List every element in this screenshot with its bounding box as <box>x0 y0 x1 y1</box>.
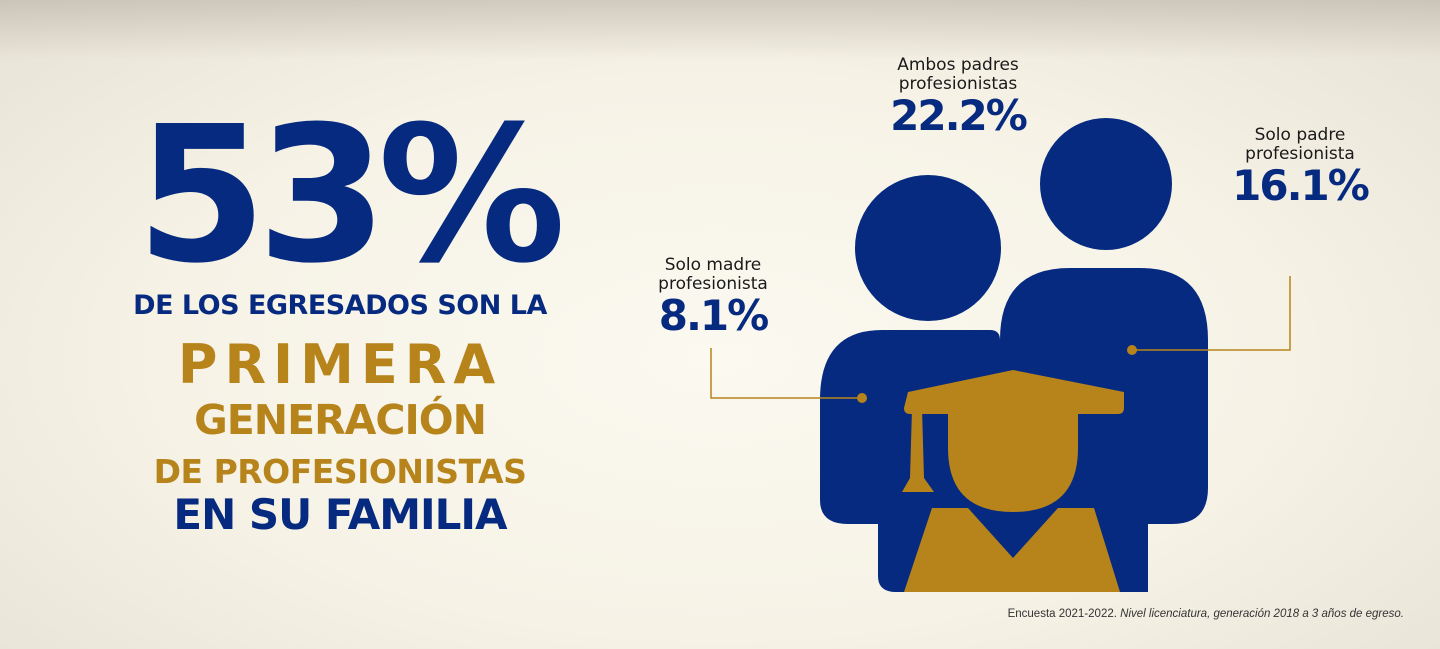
top-shade <box>0 0 1440 60</box>
headline-line-5: EN SU FAMILIA <box>173 490 507 539</box>
footnote-italic: Nivel licenciatura, generación 2018 a 3 … <box>1120 608 1404 620</box>
callout-mother <box>710 348 867 403</box>
stat-both-label-1: Ambos padres <box>897 55 1019 75</box>
stat-both-value: 22.2% <box>890 91 1028 140</box>
graduate-cap-icon <box>902 370 1124 592</box>
stat-father-label-1: Solo padre <box>1254 125 1346 145</box>
stat-mother-label-1: Solo madre <box>664 255 762 275</box>
stat-mother-only: Solo madre profesionista 8.1% <box>628 256 798 338</box>
footnote: Encuesta 2021-2022. Nivel licenciatura, … <box>1008 608 1404 620</box>
headline-line-1: DE LOS EGRESADOS SON LA <box>133 290 547 321</box>
stat-father-value: 16.1% <box>1232 161 1370 210</box>
headline-line-4: DE PROFESIONISTAS <box>153 452 527 491</box>
stat-both-parents: Ambos padres profesionistas 22.2% <box>870 56 1046 138</box>
stat-mother-label-2: profesionista <box>658 274 768 294</box>
stat-both-label-2: profesionistas <box>898 74 1018 94</box>
stat-mother-value: 8.1% <box>658 291 769 340</box>
stat-father-only: Solo padre profesionista 16.1% <box>1212 126 1388 208</box>
callout-father <box>1127 276 1291 355</box>
headline-percent: 53% <box>136 86 566 305</box>
stat-father-label-2: profesionista <box>1245 144 1355 164</box>
headline-line-3: GENERACIÓN <box>194 396 487 444</box>
footnote-plain: Encuesta 2021-2022. <box>1007 608 1117 620</box>
headline-line-2: PRIMERA <box>177 333 503 396</box>
